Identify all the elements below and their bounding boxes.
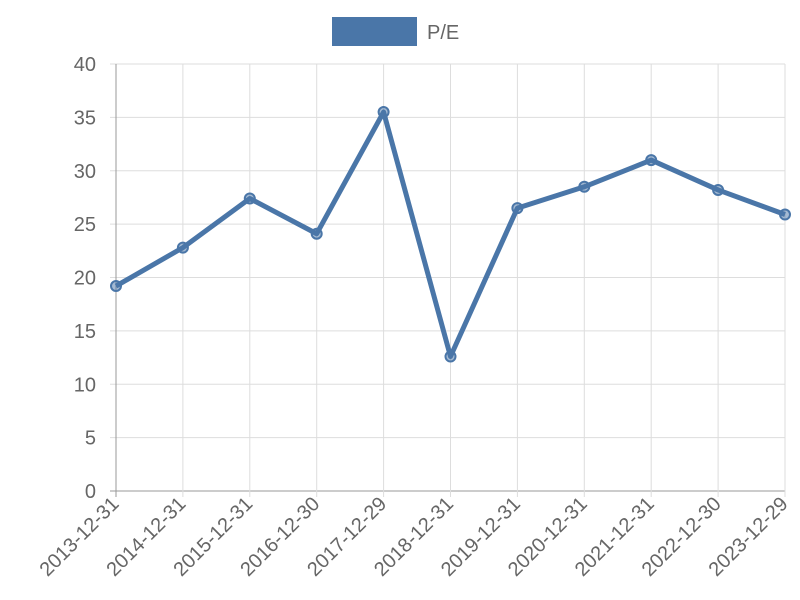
point xyxy=(779,208,791,221)
y-tick-label: 35 xyxy=(74,107,96,129)
y-tick-label: 15 xyxy=(74,321,96,343)
y-tick-label: 30 xyxy=(74,161,96,183)
y-tick-label: 0 xyxy=(85,481,96,503)
y-tick-label: 10 xyxy=(74,374,96,396)
point xyxy=(243,192,256,205)
point xyxy=(712,183,725,196)
y-tick-label: 25 xyxy=(74,214,96,236)
point xyxy=(645,154,658,167)
legend-swatch xyxy=(332,17,417,46)
point xyxy=(176,241,189,254)
legend-label: P/E xyxy=(427,22,459,44)
y-tick-label: 20 xyxy=(74,268,96,290)
point xyxy=(310,227,323,240)
y-tick-label: 5 xyxy=(85,428,96,450)
point xyxy=(444,350,457,363)
point xyxy=(110,280,122,293)
point xyxy=(377,106,390,119)
point xyxy=(511,202,524,215)
y-tick-label: 40 xyxy=(74,54,96,76)
point xyxy=(578,180,591,193)
